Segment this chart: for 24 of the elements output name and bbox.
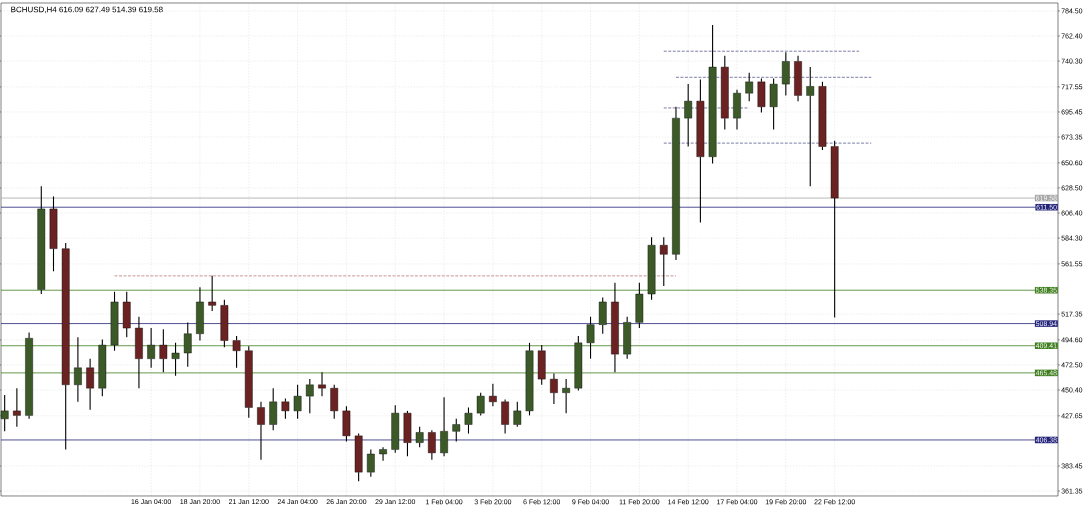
candlestick [611,282,619,373]
candlestick [733,89,741,131]
candlestick [806,66,815,187]
candlestick [147,327,155,369]
candlestick [25,332,33,420]
candlestick [379,446,387,462]
candlestick [562,378,570,414]
candlestick [440,396,448,457]
candlestick [13,387,21,428]
candlestick [696,79,705,224]
candlestick [550,372,558,405]
candlestick [489,383,497,407]
candlestick [708,24,717,165]
candlestick [257,401,265,461]
candlestick [196,286,204,342]
candlestick [74,336,82,403]
candlestick [135,316,143,389]
candlestick [794,55,802,102]
candlestick [501,398,509,435]
candlestick [464,406,473,435]
candlestick [428,429,436,461]
candlestick [86,358,94,411]
candlestick [672,106,680,261]
candlestick [318,371,326,397]
